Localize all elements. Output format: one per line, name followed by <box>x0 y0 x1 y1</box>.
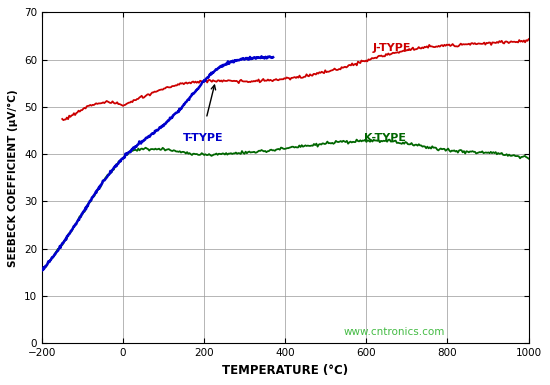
X-axis label: TEMPERATURE (°C): TEMPERATURE (°C) <box>222 364 348 377</box>
Text: T-TYPE: T-TYPE <box>183 132 224 142</box>
Y-axis label: SEEBECK COEFFICIENT (μV/°C): SEEBECK COEFFICIENT (μV/°C) <box>8 89 18 266</box>
Text: www.cntronics.com: www.cntronics.com <box>344 326 445 336</box>
Text: K-TYPE: K-TYPE <box>364 132 406 142</box>
Text: J-TYPE: J-TYPE <box>372 43 411 53</box>
